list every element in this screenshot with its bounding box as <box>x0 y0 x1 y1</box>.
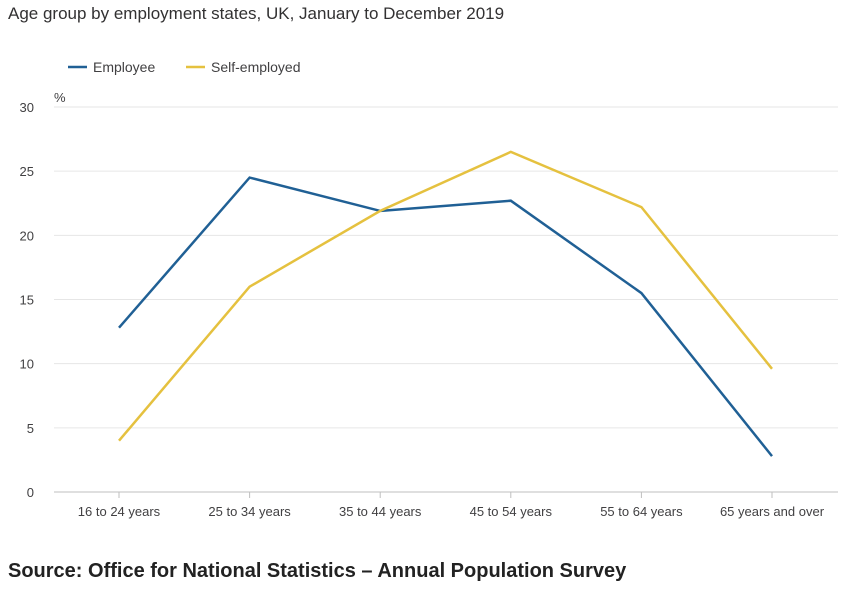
y-tick-label: 20 <box>20 228 34 243</box>
legend-label-employee: Employee <box>93 59 155 75</box>
x-tick-label: 55 to 64 years <box>600 504 683 519</box>
y-tick-label: 15 <box>20 293 34 308</box>
x-tick-label: 25 to 34 years <box>208 504 291 519</box>
series-lines <box>118 150 773 457</box>
x-tick-label: 16 to 24 years <box>78 504 161 519</box>
line-chart: Employee Self-employed % 0 5 10 15 20 25 30 16 … <box>20 59 838 519</box>
x-tick-label: 35 to 44 years <box>339 504 422 519</box>
y-tick-label: 25 <box>20 164 34 179</box>
x-axis-ticks: 16 to 24 years 25 to 34 years 35 to 44 yea… <box>78 492 825 519</box>
y-tick-label: 0 <box>27 485 34 500</box>
x-tick-label: 65 years and over <box>720 504 825 519</box>
y-axis-unit: % <box>54 90 66 105</box>
source-note: Source: Office for National Statistics –… <box>8 560 627 582</box>
series-line-employee <box>118 176 773 457</box>
y-tick-label: 30 <box>20 100 34 115</box>
chart-title: Age group by employment states, UK, Janu… <box>8 4 505 23</box>
y-tick-label: 5 <box>27 421 34 436</box>
gridlines <box>54 106 838 493</box>
legend-label-self-employed: Self-employed <box>211 59 301 75</box>
y-tick-label: 10 <box>20 357 34 372</box>
x-tick-label: 45 to 54 years <box>470 504 553 519</box>
series-line-self-employed <box>118 150 773 442</box>
legend: Employee Self-employed <box>68 59 301 75</box>
y-axis-ticks: 0 5 10 15 20 25 30 <box>20 100 34 500</box>
